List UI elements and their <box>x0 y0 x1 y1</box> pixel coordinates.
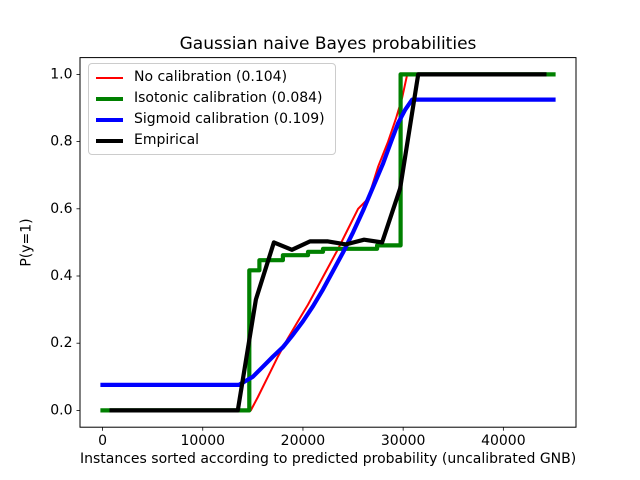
legend-label-sigmoid-calibration: Sigmoid calibration (0.109) <box>134 111 325 127</box>
axes-frame <box>79 57 577 428</box>
legend-line-swatch-isotonic-calibration <box>96 96 123 101</box>
y-tick-label: 0.0 <box>50 402 72 418</box>
x-tick-label: 20000 <box>281 433 326 449</box>
legend-label-no-calibration: No calibration (0.104) <box>134 69 288 85</box>
legend-item-empirical: Empirical <box>96 133 325 148</box>
x-tick-label: 10000 <box>180 433 225 449</box>
series-line-no-calibration <box>101 73 555 412</box>
x-tick-label: 0 <box>98 433 107 449</box>
y-tick-label: 0.4 <box>50 268 72 284</box>
legend-item-sigmoid-calibration: Sigmoid calibration (0.109) <box>96 112 325 127</box>
y-axis-label: P(y=1) <box>18 218 35 267</box>
y-tick-label: 0.8 <box>50 134 72 150</box>
legend-line-swatch-empirical <box>96 138 123 143</box>
x-tick-label: 30000 <box>381 433 426 449</box>
y-tick-label: 0.2 <box>50 335 72 351</box>
legend-line-swatch-no-calibration <box>96 76 123 79</box>
legend-label-isotonic-calibration: Isotonic calibration (0.084) <box>134 90 323 106</box>
x-tick-label: 40000 <box>481 433 526 449</box>
legend-label-empirical: Empirical <box>134 132 200 148</box>
series-line-sigmoid-calibration <box>100 97 556 387</box>
chart-title: Gaussian naive Bayes probabilities <box>179 34 477 54</box>
legend: No calibration (0.104) Isotonic calibrati… <box>88 63 336 155</box>
series-line-empirical <box>109 72 547 413</box>
legend-line-swatch-sigmoid-calibration <box>96 117 123 122</box>
legend-item-no-calibration: No calibration (0.104) <box>96 70 325 85</box>
y-tick-label: 0.6 <box>50 201 72 217</box>
x-axis-label: Instances sorted according to predicted … <box>80 451 577 467</box>
series-line-isotonic-calibration <box>100 72 556 413</box>
y-tick-label: 1.0 <box>50 66 72 82</box>
legend-item-isotonic-calibration: Isotonic calibration (0.084) <box>96 91 325 106</box>
